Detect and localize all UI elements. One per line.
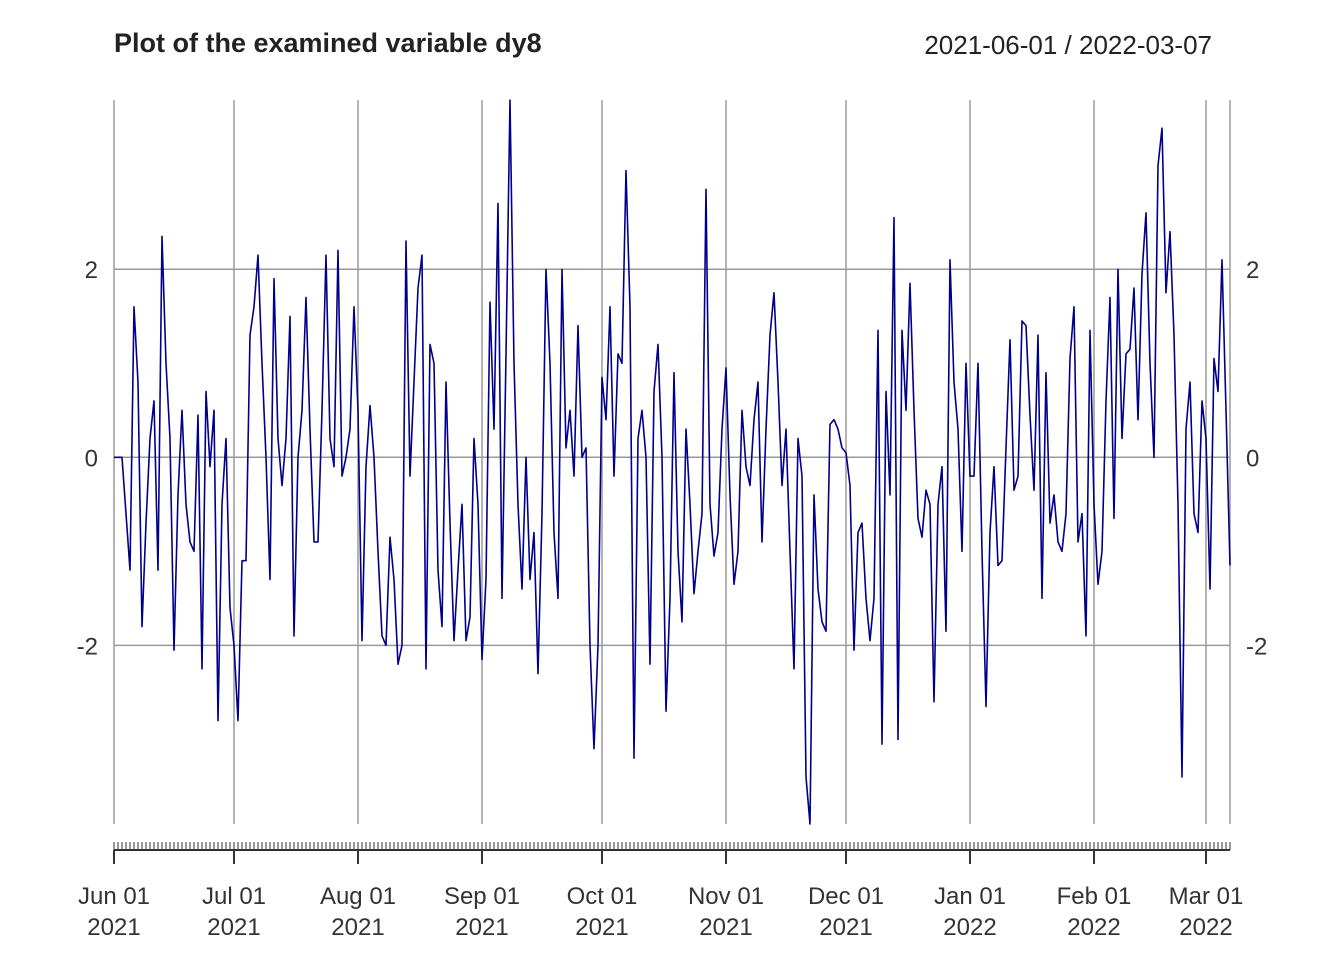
x-tick-year-label: 2021 — [331, 914, 384, 941]
y-tick-label-left: 0 — [85, 445, 98, 472]
x-tick-year-label: 2021 — [575, 914, 628, 941]
x-tick-label: Feb 01 — [1057, 883, 1132, 910]
x-tick-year-label: 2021 — [699, 914, 752, 941]
date-range-label: 2021-06-01 / 2022-03-07 — [924, 30, 1212, 60]
x-tick-year-label: 2022 — [1179, 914, 1232, 941]
y-tick-label-right: -2 — [1246, 633, 1267, 660]
y-tick-label-right: 2 — [1246, 257, 1259, 284]
y-tick-label-left: -2 — [77, 633, 98, 660]
x-tick-year-label: 2021 — [87, 914, 140, 941]
x-tick-label: Mar 01 — [1169, 883, 1244, 910]
x-tick-label: Oct 01 — [567, 883, 638, 910]
x-tick-year-label: 2021 — [819, 914, 872, 941]
y-tick-label-left: 2 — [85, 257, 98, 284]
x-tick-label: Jul 01 — [202, 883, 266, 910]
series-line — [114, 99, 1231, 825]
x-tick-label: Dec 01 — [808, 883, 884, 910]
chart-title: Plot of the examined variable dy8 — [114, 28, 542, 58]
x-tick-year-label: 2022 — [1067, 914, 1120, 941]
x-tick-label: Jan 01 — [934, 883, 1006, 910]
x-tick-label: Aug 01 — [320, 883, 396, 910]
x-tick-label: Nov 01 — [688, 883, 764, 910]
x-tick-label: Jun 01 — [78, 883, 150, 910]
x-tick-year-label: 2021 — [207, 914, 260, 941]
y-tick-label-right: 0 — [1246, 445, 1259, 472]
x-tick-label: Sep 01 — [444, 883, 520, 910]
x-tick-year-label: 2021 — [455, 914, 508, 941]
x-tick-year-label: 2022 — [943, 914, 996, 941]
